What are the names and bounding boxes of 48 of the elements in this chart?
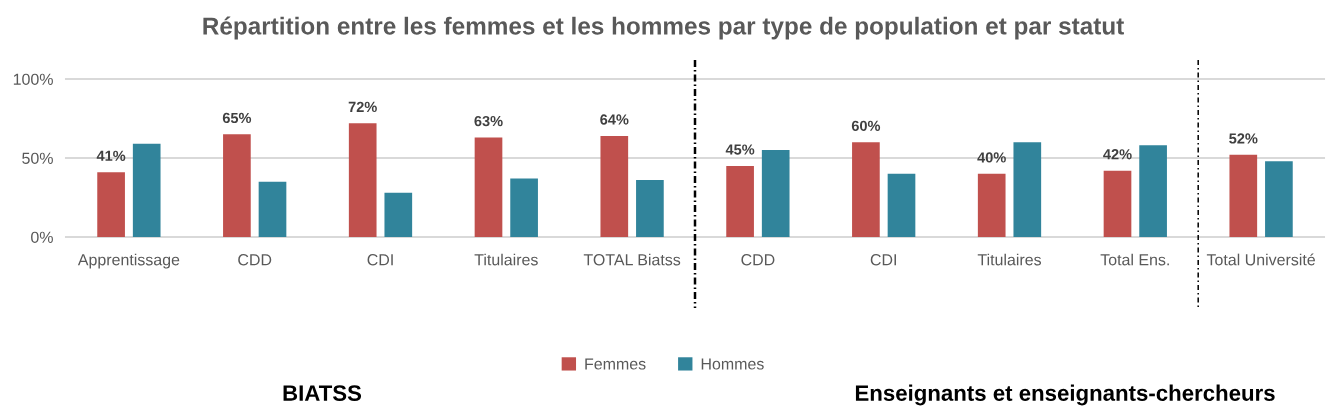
bar xyxy=(348,123,377,237)
x-tick-label: CDD xyxy=(238,254,272,266)
bar xyxy=(1103,170,1132,237)
data-label: 63% xyxy=(474,115,503,127)
data-label: 40% xyxy=(977,152,1006,163)
x-tick-label: TOTAL Biatss xyxy=(583,253,681,266)
data-label: 52% xyxy=(1229,133,1258,144)
data-label: 45% xyxy=(725,144,755,155)
data-label: 65% xyxy=(222,112,252,124)
data-label: 42% xyxy=(1103,149,1132,160)
bar xyxy=(977,173,1006,237)
y-tick-label: 0% xyxy=(31,231,53,243)
bar xyxy=(1139,145,1167,237)
bar xyxy=(761,150,790,237)
bar xyxy=(726,165,754,237)
x-tick-label: Total Ens. xyxy=(1100,253,1169,266)
y-tick-label: 50% xyxy=(22,152,53,164)
bar xyxy=(1229,154,1258,237)
bar xyxy=(474,137,503,237)
x-tick-label: Titulaires xyxy=(977,253,1042,266)
x-tick-label: CDI xyxy=(870,254,896,266)
bar xyxy=(132,143,161,237)
bar xyxy=(600,135,629,237)
bar xyxy=(384,192,413,237)
bar xyxy=(510,178,538,237)
data-label: 41% xyxy=(96,150,126,161)
data-label: 60% xyxy=(851,120,881,131)
y-tick-label: 100% xyxy=(13,73,53,85)
data-label: 72% xyxy=(348,101,377,112)
x-tick-label: CDI xyxy=(367,254,393,266)
legend-label: Hommes xyxy=(701,358,764,370)
bar xyxy=(887,173,916,237)
data-label: 64% xyxy=(600,114,629,125)
bar xyxy=(636,180,664,237)
bar xyxy=(852,142,880,237)
chart-title: Répartition entre les femmes et les hommes par type de population et par statut xyxy=(203,16,1124,40)
bar xyxy=(1265,161,1293,237)
x-tick-label: Apprentissage xyxy=(77,253,180,269)
x-tick-label: Titulaires xyxy=(474,253,538,266)
bar xyxy=(97,172,125,237)
bar xyxy=(258,181,287,237)
bar xyxy=(1013,142,1042,237)
legend-label: Femmes xyxy=(585,358,646,370)
x-tick-label: Total Université xyxy=(1206,253,1315,266)
text: BIATSS xyxy=(283,385,362,401)
bar xyxy=(223,134,251,237)
text: Enseignants et enseignants-chercheurs xyxy=(855,384,1275,406)
x-tick-label: CDD xyxy=(741,254,775,266)
